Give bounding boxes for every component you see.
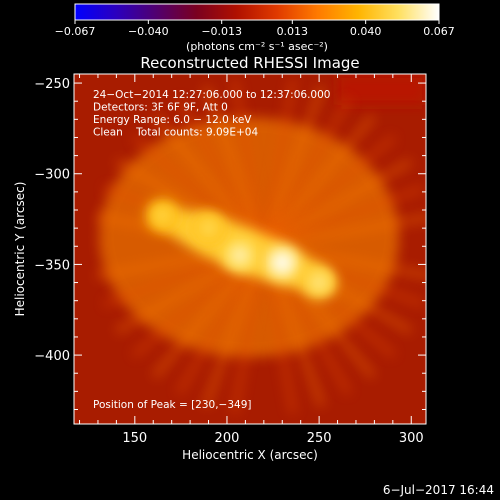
streak-artifact [175, 97, 268, 249]
x-tick-label: 200 [215, 431, 240, 446]
source-core [231, 247, 248, 264]
source-emission [93, 74, 426, 417]
x-axis-ticks: 150 200 250 300 [79, 74, 424, 446]
heatmap-plot [74, 74, 426, 424]
x-tick-label: 300 [399, 431, 424, 446]
streak-artifact [260, 113, 377, 249]
y-tick-label: −350 [34, 258, 70, 273]
y-axis-label: Heliocentric Y (arcsec) [13, 182, 27, 317]
plot-frame [73, 73, 427, 425]
streak-artifact [259, 78, 298, 247]
streak-artifact [263, 213, 426, 251]
peak-position-label: Position of Peak = [230,−349] [93, 399, 252, 411]
observation-info: 24−Oct−2014 12:27:06.000 to 12:37:06.000… [93, 89, 330, 139]
y-axis-ticks: −250 −300 −350 −400 [34, 77, 426, 410]
chart-title: Reconstructed RHESSI Image [140, 54, 359, 72]
source-core [200, 220, 217, 237]
x-axis-label: Heliocentric X (arcsec) [182, 448, 318, 462]
streak-artifact [261, 157, 414, 250]
streak-artifact [261, 133, 397, 250]
streak-artifact [260, 85, 326, 248]
colorbar-ticks: −0.067 −0.040 −0.013 0.013 0.040 0.067 [55, 20, 455, 38]
source-core [311, 274, 328, 291]
annotation-energy-range: Energy Range: 6.0 − 12.0 keV [93, 114, 252, 126]
streak-artifact [201, 85, 268, 248]
colorbar-tick-label: 0.013 [277, 25, 309, 38]
y-tick-label: −400 [34, 349, 70, 364]
x-tick-label: 250 [307, 431, 332, 446]
annotation-time-range: 24−Oct−2014 12:27:06.000 to 12:37:06.000 [93, 89, 330, 101]
source-core [154, 207, 171, 224]
plot-timestamp: 6−Jul−2017 16:44 [383, 483, 494, 497]
colorbar-units-label: (photons cm⁻² s⁻¹ asec⁻²) [186, 40, 328, 53]
colorbar-tick-label: 0.067 [423, 25, 455, 38]
streak-artifact [260, 97, 353, 249]
colorbar-tick-label: −0.040 [128, 25, 169, 38]
colorbar [74, 3, 440, 21]
source-core [274, 254, 291, 271]
y-tick-label: −300 [34, 168, 70, 183]
streak-artifact [262, 184, 425, 251]
annotation-detectors: Detectors: 3F 6F 9F, Att 0 [93, 102, 228, 114]
colorbar-tick-label: −0.013 [201, 25, 242, 38]
streak-artifact [151, 113, 267, 249]
annotation-clean-counts: Clean Total counts: 9.09E+04 [93, 127, 258, 139]
y-tick-label: −250 [34, 77, 70, 92]
x-tick-label: 150 [122, 431, 147, 446]
colorbar-tick-label: 0.040 [350, 25, 382, 38]
colorbar-tick-label: −0.067 [55, 25, 96, 38]
streak-artifact [230, 78, 268, 247]
